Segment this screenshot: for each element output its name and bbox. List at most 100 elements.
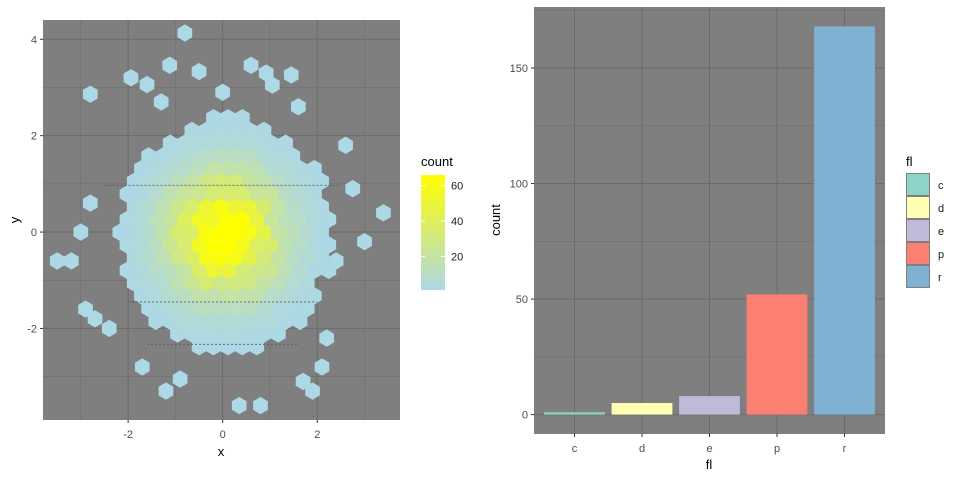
bar-panel: c d e p r 0 50 100 150 fl count <box>488 7 885 472</box>
hexbin-cell <box>319 329 335 347</box>
hexbin-cell <box>285 147 301 165</box>
hexbin-legend-title: count <box>421 154 453 169</box>
hexbin-cell <box>278 236 293 254</box>
hexbin-cell <box>263 287 279 305</box>
hexbin-legend: count 20 40 60 <box>421 154 463 290</box>
bar-y-tick-label: 100 <box>510 179 528 191</box>
hexbin-cell <box>206 236 221 254</box>
hexbin-cell <box>155 172 171 190</box>
hexbin-cell <box>198 147 214 165</box>
hexbin-cell <box>191 236 207 254</box>
hexbin-y-ticks: -2 0 2 4 <box>27 34 43 335</box>
hexbin-cell <box>307 210 322 229</box>
hexbin-cell <box>263 261 279 280</box>
hexbin-cell <box>220 210 236 229</box>
hexbin-cell <box>198 198 214 216</box>
hexbin-cell <box>126 249 142 267</box>
hexbin-cell <box>314 249 329 267</box>
hexbin-cell <box>49 252 65 270</box>
hexbin-cell <box>206 338 221 356</box>
hexbin-cell <box>148 210 164 229</box>
hexbin-cell <box>126 223 142 241</box>
hexbin-cell <box>234 185 250 203</box>
hexbin-cell <box>299 299 315 318</box>
hexbin-cell <box>191 159 207 178</box>
hexbin-cell <box>249 312 265 330</box>
hexbin-cell <box>134 159 149 178</box>
hexbin-cells <box>49 24 391 415</box>
hexbin-cell <box>177 185 193 203</box>
hexbin-cell <box>206 159 221 178</box>
hexbin-y-tick-label: 2 <box>31 131 37 143</box>
hexbin-cell <box>141 147 156 165</box>
hexbin-cell <box>292 159 308 178</box>
bar-d <box>611 403 673 415</box>
hexbin-cell <box>134 261 149 280</box>
hexbin-x-tick-label: 2 <box>314 429 320 441</box>
hexbin-cell <box>220 185 236 203</box>
hexbin-cell <box>206 312 221 330</box>
hexbin-cell <box>184 299 200 318</box>
hexbin-cell <box>213 198 229 216</box>
hexbin-cell <box>162 159 178 178</box>
hexbin-cell <box>278 210 293 229</box>
hexbin-cell <box>242 121 257 140</box>
hexbin-cell <box>198 223 214 241</box>
hexbin-cell <box>307 185 322 203</box>
bar-y-ticks: 0 50 100 150 <box>510 63 534 422</box>
bar-bars <box>544 26 875 415</box>
hexbin-cell <box>234 338 250 356</box>
hexbin-cell <box>141 274 156 292</box>
hexbin-colorbar-ticks: 20 40 60 <box>421 181 463 263</box>
hexbin-cell <box>155 274 171 292</box>
hexbin-cell <box>256 147 272 165</box>
hexbin-cell <box>264 76 280 94</box>
hexbin-cell <box>119 236 135 254</box>
hexbin-cell <box>227 198 243 216</box>
bar-x-tick-label: p <box>774 443 780 455</box>
hexbin-cell <box>101 319 117 338</box>
hexbin-cell <box>249 236 265 254</box>
hexbin-cell <box>184 249 200 267</box>
hexbin-cell <box>191 287 207 305</box>
hexbin-cell <box>213 249 229 267</box>
hexbin-cell <box>119 210 135 229</box>
bar-legend-swatch-r <box>907 266 929 287</box>
hexbin-cell <box>141 223 156 241</box>
hexbin-cell <box>177 159 193 178</box>
hexbin-cell <box>155 198 171 216</box>
hexbin-cell <box>314 358 330 376</box>
bar-r <box>814 26 875 415</box>
hexbin-cell <box>206 134 221 152</box>
hexbin-cell <box>220 159 236 178</box>
hexbin-cell <box>191 185 207 203</box>
bar-c <box>544 412 605 415</box>
hexbin-cell <box>305 382 320 400</box>
hexbin-cell <box>321 236 337 254</box>
hexbin-cell <box>177 24 193 42</box>
hexbin-cell <box>234 261 250 280</box>
hexbin-cell <box>292 261 308 280</box>
hexbin-cell <box>220 109 236 127</box>
hexbin-cell <box>162 185 178 203</box>
hexbin-cell <box>285 274 301 292</box>
hexbin-cell <box>307 236 322 254</box>
hexbin-cell <box>278 312 293 330</box>
hexbin-cell <box>213 223 229 241</box>
hexbin-cell <box>307 159 322 178</box>
hexbin-x-tick-label: 0 <box>220 429 226 441</box>
hexbin-panel: -2 0 2 -2 0 2 4 x y <box>7 20 400 459</box>
hexbin-cell <box>271 325 286 343</box>
hexbin-cell <box>292 312 308 330</box>
hexbin-cell <box>256 274 272 292</box>
hexbin-cell <box>285 299 301 318</box>
hexbin-cell <box>314 198 329 216</box>
hexbin-cell <box>206 261 221 280</box>
bar-y-tick-label: 150 <box>510 63 528 75</box>
hexbin-cell <box>263 159 279 178</box>
hexbin-cell <box>314 223 329 241</box>
hexbin-cell <box>191 338 207 356</box>
hexbin-cell <box>227 147 243 165</box>
